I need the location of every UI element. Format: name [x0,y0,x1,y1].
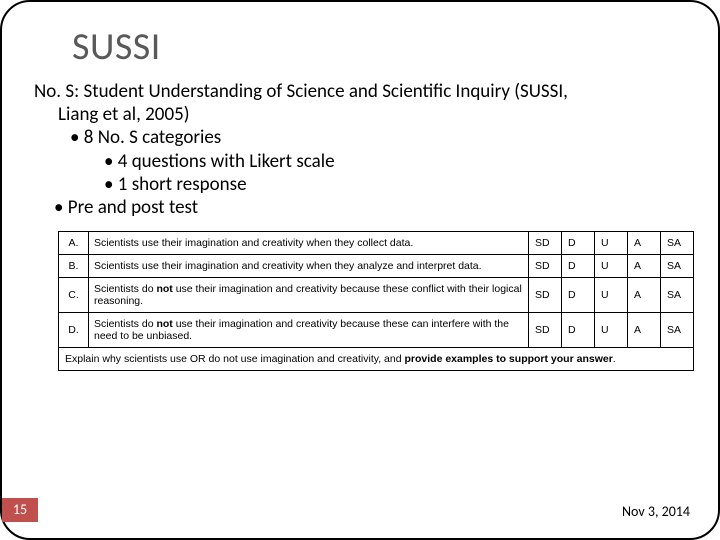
scale-a: A [628,255,661,278]
page-number-badge: 15 [2,498,38,522]
scale-sd: SD [529,255,562,278]
slide-body: No. S: Student Understanding of Science … [34,80,692,219]
scale-u: U [595,232,628,255]
bullet-1-text: 8 No. S categories [84,126,221,149]
scale-d: D [562,255,595,278]
scale-sd: SD [529,278,562,313]
scale-u: U [595,255,628,278]
likert-table: A. Scientists use their imagination and … [58,231,694,371]
slide-date: Nov 3, 2014 [622,503,690,520]
scale-d: D [562,232,595,255]
scale-sd: SD [529,313,562,348]
scale-d: D [562,278,595,313]
row-letter: D. [59,313,89,348]
body-line-1: No. S: Student Understanding of Science … [34,80,692,103]
table-row: A. Scientists use their imagination and … [59,232,694,255]
bullet-3: 1 short response [104,173,692,196]
stmt-pre: Scientists do [94,318,156,330]
row-statement: Scientists do not use their imagination … [89,278,529,313]
bullet-2-text: 4 questions with Likert scale [118,150,335,173]
explain-cell: Explain why scientists use OR do not use… [59,348,694,371]
table-row-explain: Explain why scientists use OR do not use… [59,348,694,371]
scale-a: A [628,278,661,313]
bullet-2: 4 questions with Likert scale [104,150,692,173]
scale-sa: SA [661,255,694,278]
scale-sd: SD [529,232,562,255]
scale-d: D [562,313,595,348]
body-line-1b: Liang et al, 2005) [58,103,692,126]
explain-post: . [613,353,616,365]
stmt-pre: Scientists do [94,283,156,295]
row-statement: Scientists use their imagination and cre… [89,255,529,278]
row-letter: C. [59,278,89,313]
row-statement: Scientists use their imagination and cre… [89,232,529,255]
table-row: B. Scientists use their imagination and … [59,255,694,278]
likert-table-wrap: A. Scientists use their imagination and … [58,231,686,371]
scale-u: U [595,278,628,313]
bullet-4-text: Pre and post test [68,196,198,219]
table-row: C. Scientists do not use their imaginati… [59,278,694,313]
row-letter: A. [59,232,89,255]
stmt-bold: not [156,318,172,330]
row-statement: Scientists do not use their imagination … [89,313,529,348]
explain-bold: provide examples to support your answer [404,353,612,365]
stmt-bold: not [156,283,172,295]
scale-sa: SA [661,313,694,348]
slide-frame: SUSSI No. S: Student Understanding of Sc… [0,0,720,540]
bullet-4: Pre and post test [54,196,692,219]
bullet-3-text: 1 short response [118,173,247,196]
scale-sa: SA [661,278,694,313]
scale-a: A [628,232,661,255]
scale-a: A [628,313,661,348]
table-row: D. Scientists do not use their imaginati… [59,313,694,348]
slide-title: SUSSI [72,24,692,70]
bullet-1: 8 No. S categories [70,126,692,149]
row-letter: B. [59,255,89,278]
scale-u: U [595,313,628,348]
explain-pre: Explain why scientists use OR do not use… [65,353,404,365]
scale-sa: SA [661,232,694,255]
